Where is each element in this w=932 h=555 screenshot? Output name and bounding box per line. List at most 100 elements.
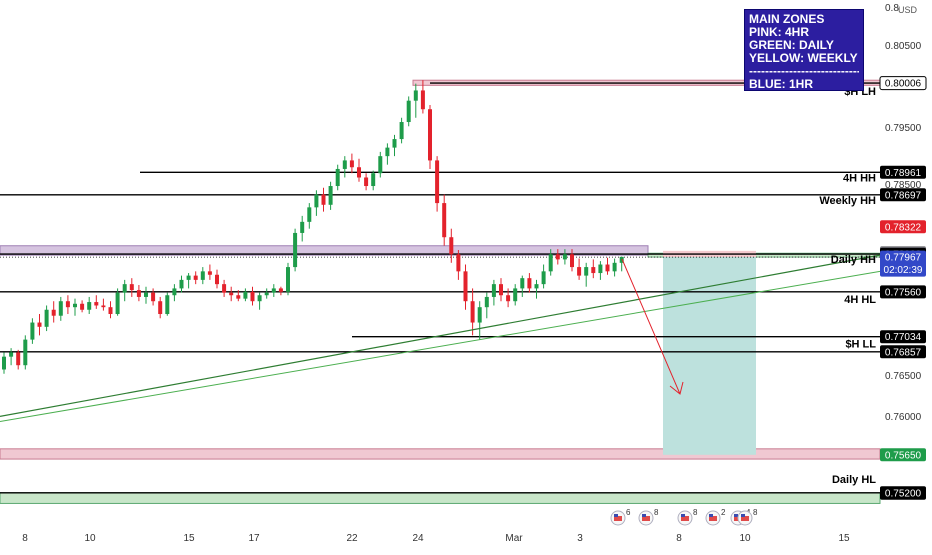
main-zones-info-box: MAIN ZONES PINK: 4HR GREEN: DAILY YELLOW: W… [744,9,864,91]
time-tick: 15 [183,533,195,544]
candle-body [562,254,567,260]
candle-body [193,275,198,280]
candle-body [186,275,191,280]
candle-body [506,295,511,302]
candle [484,292,489,319]
candle [506,288,511,308]
candle [570,249,574,272]
candle-body [58,301,63,316]
flag-stripe [614,516,622,521]
price-badge: 0.78961 [880,165,926,179]
candle-body [30,322,35,340]
price-tick: 0.8 [885,3,899,14]
candle-body [499,284,503,296]
candle-body [222,284,227,293]
candle [321,187,326,212]
candle-body [534,284,539,289]
price-badge-bg [880,220,926,234]
candle [520,275,525,297]
candle [172,284,177,302]
candle [80,300,85,313]
time-tick: 17 [248,533,260,544]
candle [236,290,241,302]
price-badge-bg [880,448,926,462]
candle-body [314,194,319,208]
candle-body [577,267,582,276]
candle [513,284,518,306]
candle [357,158,361,182]
flag-stripe [642,516,650,521]
candle [371,170,376,191]
candle-body [413,90,418,101]
candle-body [463,271,468,302]
candle-body [271,288,276,293]
candle-body [122,284,127,293]
candle [527,273,532,293]
price-badge: 0.78322 [880,220,926,234]
price-tick: 0.76000 [885,412,922,423]
price-badge-text: 0.78322 [885,222,922,233]
candle-body [286,267,290,292]
price-badge-text: 0.76857 [885,347,922,358]
candle [548,249,553,276]
price-badge-text: 0.77967 [885,253,922,264]
candle-body [101,305,106,308]
candle-body [115,292,120,315]
candle-body [491,284,496,297]
candle-body [357,167,361,178]
time-tick: 10 [739,533,751,544]
candle-body [151,292,156,302]
levels-layer [0,82,880,494]
time-tick: 24 [412,533,424,544]
candle [342,156,347,178]
price-badge-text: 0.77560 [885,287,922,298]
candle [428,104,432,169]
candle [385,143,390,165]
candle [463,264,468,310]
event-count: 6 [626,508,631,517]
candle-body [584,267,589,276]
price-badge-bg [880,285,926,299]
candle-body [570,254,574,268]
event-flag-icon: 8 [677,508,698,526]
candle-body [165,295,170,315]
candle [250,286,255,306]
candle [65,295,70,315]
candle-body [477,307,482,323]
info-box-line: BLUE: 1HR [749,78,814,91]
candle-body [619,256,624,263]
candle [577,258,582,280]
candle-body [548,254,553,272]
level-label: Weekly HH [819,195,876,207]
candle-body [264,292,269,296]
price-badge: 0.78697 [880,188,926,202]
flag-canton [642,514,646,517]
event-flag-icon: 2 [705,508,726,526]
candle [193,271,198,285]
candle-body [406,100,411,123]
candle-body [541,271,546,285]
event-flag-icon: 8 [737,508,758,526]
candle [491,279,496,306]
candle [392,134,397,157]
candle [413,83,418,118]
flag-stripe [741,516,749,521]
candle-body [2,356,6,370]
time-axis: 8 10 15 17 22 24 Mar 3 8 10 15 [22,533,850,544]
candle-body [300,221,305,233]
event-count: 8 [693,508,698,517]
candle [534,279,539,299]
candle [222,279,227,297]
candle-body [44,309,49,327]
candle-body [612,262,617,272]
candle-body [591,267,596,274]
candle-body [172,288,177,296]
candle [612,258,617,277]
candle [264,288,269,299]
candle [584,262,589,287]
price-tick: 0.79500 [885,123,922,134]
price-badge-bg [880,330,926,344]
flag-canton [741,514,745,517]
